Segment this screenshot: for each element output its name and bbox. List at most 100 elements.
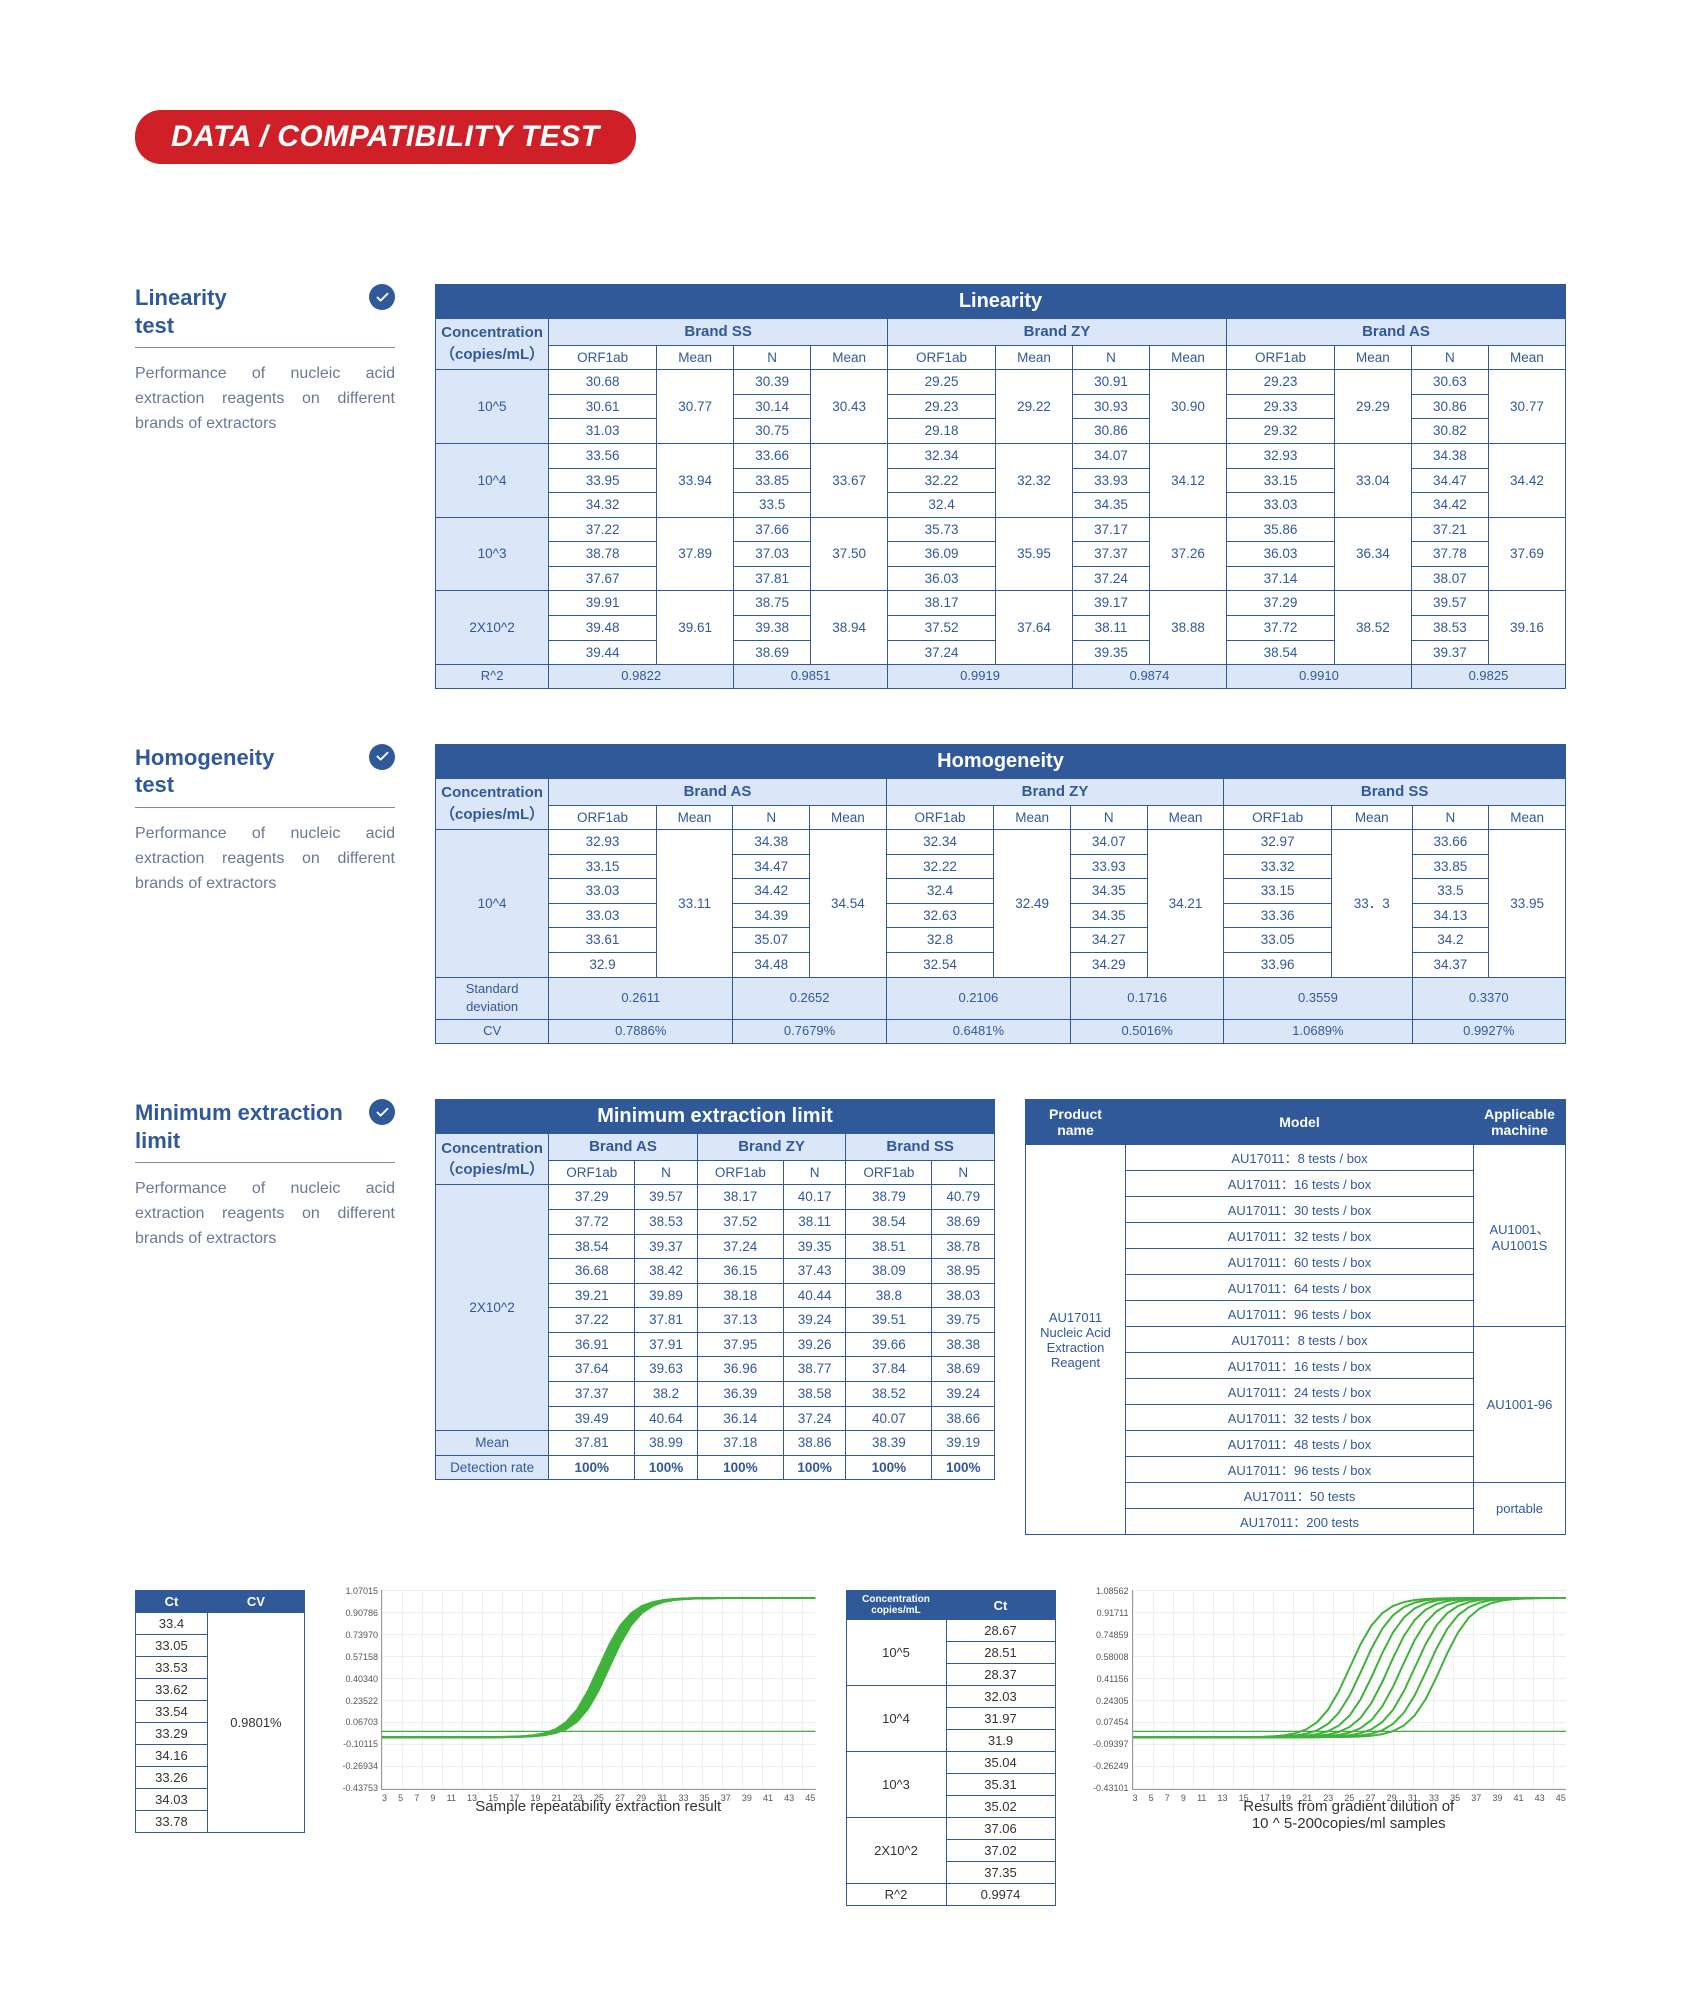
- table-cell: 37.18: [697, 1431, 783, 1456]
- conc-cell: 10^3: [846, 1752, 946, 1818]
- table-cell: 32.03: [946, 1686, 1055, 1708]
- table-cell: 33.05: [1224, 928, 1332, 953]
- table-cell: 36.34: [1334, 517, 1411, 591]
- r2-label: R^2: [846, 1884, 946, 1906]
- table-cell: 38.75: [734, 591, 811, 616]
- table-cell: 30.77: [1488, 370, 1565, 444]
- mean-label: Mean: [436, 1431, 549, 1456]
- brand-header: Brand ZY: [886, 778, 1224, 805]
- table-cell: 32.4: [886, 879, 994, 904]
- table-cell: 39.66: [846, 1332, 932, 1357]
- prod-model: AU17011：16 tests / box: [1126, 1171, 1474, 1197]
- table-cell: 34.54: [810, 830, 887, 977]
- table-cell: 32.63: [886, 903, 994, 928]
- table-cell: 0.9851: [734, 665, 888, 689]
- table-cell: 37.02: [946, 1840, 1055, 1862]
- table-title: Linearity: [436, 285, 1566, 319]
- table-cell: 1.0689%: [1224, 1020, 1412, 1044]
- aside-desc: Performance of nucleic acid extraction r…: [135, 362, 395, 436]
- conc-cell: 10^4: [436, 830, 549, 977]
- table-cell: 100%: [549, 1455, 635, 1480]
- aside-title: Linearity test: [135, 284, 227, 339]
- table-cell: 0.1716: [1070, 977, 1223, 1020]
- table-cell: 37.29: [549, 1185, 635, 1210]
- table-cell: 33.32: [1224, 854, 1332, 879]
- table-cell: 38.09: [846, 1259, 932, 1284]
- table-cell: 37.69: [1488, 517, 1565, 591]
- table-cell: 38.77: [783, 1357, 845, 1382]
- table-cell: 35.04: [946, 1752, 1055, 1774]
- table-cell: 32.49: [994, 830, 1071, 977]
- chart-gradient: 1.085620.917110.748590.580080.411560.243…: [1086, 1590, 1567, 1832]
- table-cell: 37.84: [846, 1357, 932, 1382]
- table-cell: 39.16: [1488, 591, 1565, 665]
- table-cell: 33.95: [1489, 830, 1566, 977]
- prod-header: Product name: [1026, 1100, 1126, 1145]
- table-cell: 30.63: [1411, 370, 1488, 395]
- conc-cell: 10^4: [846, 1686, 946, 1752]
- table-cell: 28.37: [946, 1664, 1055, 1686]
- table-cell: 37.81: [635, 1308, 697, 1333]
- table-cell: 29.22: [996, 370, 1073, 444]
- table-title: Homogeneity: [436, 744, 1566, 778]
- homogeneity-table: HomogeneityConcentration （copies/mL）Bran…: [435, 744, 1566, 1044]
- table-cell: 34.03: [136, 1789, 208, 1811]
- table-cell: 30.39: [734, 370, 811, 395]
- table-cell: 37.72: [1226, 615, 1334, 640]
- table-cell: 0.9974: [946, 1884, 1055, 1906]
- table-cell: 31.03: [549, 419, 657, 444]
- table-cell: 37.50: [811, 517, 888, 591]
- table-cell: 33．3: [1331, 830, 1412, 977]
- table-cell: 0.3559: [1224, 977, 1412, 1020]
- table-cell: 39.57: [1411, 591, 1488, 616]
- table-cell: 0.5016%: [1070, 1020, 1223, 1044]
- table-cell: 38.88: [1150, 591, 1227, 665]
- table-cell: 33.03: [1226, 493, 1334, 518]
- table-cell: 37.37: [549, 1381, 635, 1406]
- prod-model: AU17011：60 tests / box: [1126, 1249, 1474, 1275]
- table-cell: 40.44: [783, 1283, 845, 1308]
- table-cell: 37.21: [1411, 517, 1488, 542]
- aside-mel: Minimum extraction limit Performance of …: [135, 1099, 395, 1251]
- col-conc: Concentration （copies/mL）: [436, 1134, 549, 1185]
- table-cell: 29.25: [888, 370, 996, 395]
- prod-machine: AU1001-96: [1474, 1327, 1566, 1483]
- table-cell: 36.15: [697, 1259, 783, 1284]
- table-cell: 36.96: [697, 1357, 783, 1382]
- table-cell: 38.66: [932, 1406, 995, 1431]
- table-cell: 36.68: [549, 1259, 635, 1284]
- table-cell: 33.93: [1073, 468, 1150, 493]
- prod-machine: AU1001、AU1001S: [1474, 1145, 1566, 1327]
- table-cell: 37.52: [888, 615, 996, 640]
- ct-header: Ct: [946, 1591, 1055, 1620]
- prod-header: Model: [1126, 1100, 1474, 1145]
- table-cell: 33.66: [734, 444, 811, 469]
- table-cell: 37.24: [1073, 566, 1150, 591]
- table-cell: 39.89: [635, 1283, 697, 1308]
- aside-title: Homogeneity test: [135, 744, 274, 799]
- table-cell: 29.32: [1226, 419, 1334, 444]
- table-cell: 34.29: [1070, 953, 1147, 978]
- table-cell: 39.38: [734, 615, 811, 640]
- table-cell: 38.58: [783, 1381, 845, 1406]
- table-cell: 34.37: [1412, 953, 1489, 978]
- table-cell: 32.93: [549, 830, 657, 855]
- table-cell: 39.24: [783, 1308, 845, 1333]
- table-cell: 37.13: [697, 1308, 783, 1333]
- table-cell: 38.54: [549, 1234, 635, 1259]
- table-cell: 32.97: [1224, 830, 1332, 855]
- table-cell: 39.51: [846, 1308, 932, 1333]
- table-cell: 35.86: [1226, 517, 1334, 542]
- table-cell: 38.39: [846, 1431, 932, 1456]
- table-cell: 36.03: [888, 566, 996, 591]
- brand-header: Brand AS: [549, 1134, 698, 1161]
- section-linearity: Linearity test Performance of nucleic ac…: [135, 284, 1566, 689]
- prod-model: AU17011：64 tests / box: [1126, 1275, 1474, 1301]
- table-cell: 33.36: [1224, 903, 1332, 928]
- table-cell: 34.13: [1412, 903, 1489, 928]
- table-cell: 39.21: [549, 1283, 635, 1308]
- conc-ct-table: Concentration copies/mLCt10^528.6728.512…: [846, 1590, 1056, 1906]
- table-cell: 30.75: [734, 419, 811, 444]
- table-cell: 37.29: [1226, 591, 1334, 616]
- table-cell: 0.9927%: [1412, 1020, 1565, 1044]
